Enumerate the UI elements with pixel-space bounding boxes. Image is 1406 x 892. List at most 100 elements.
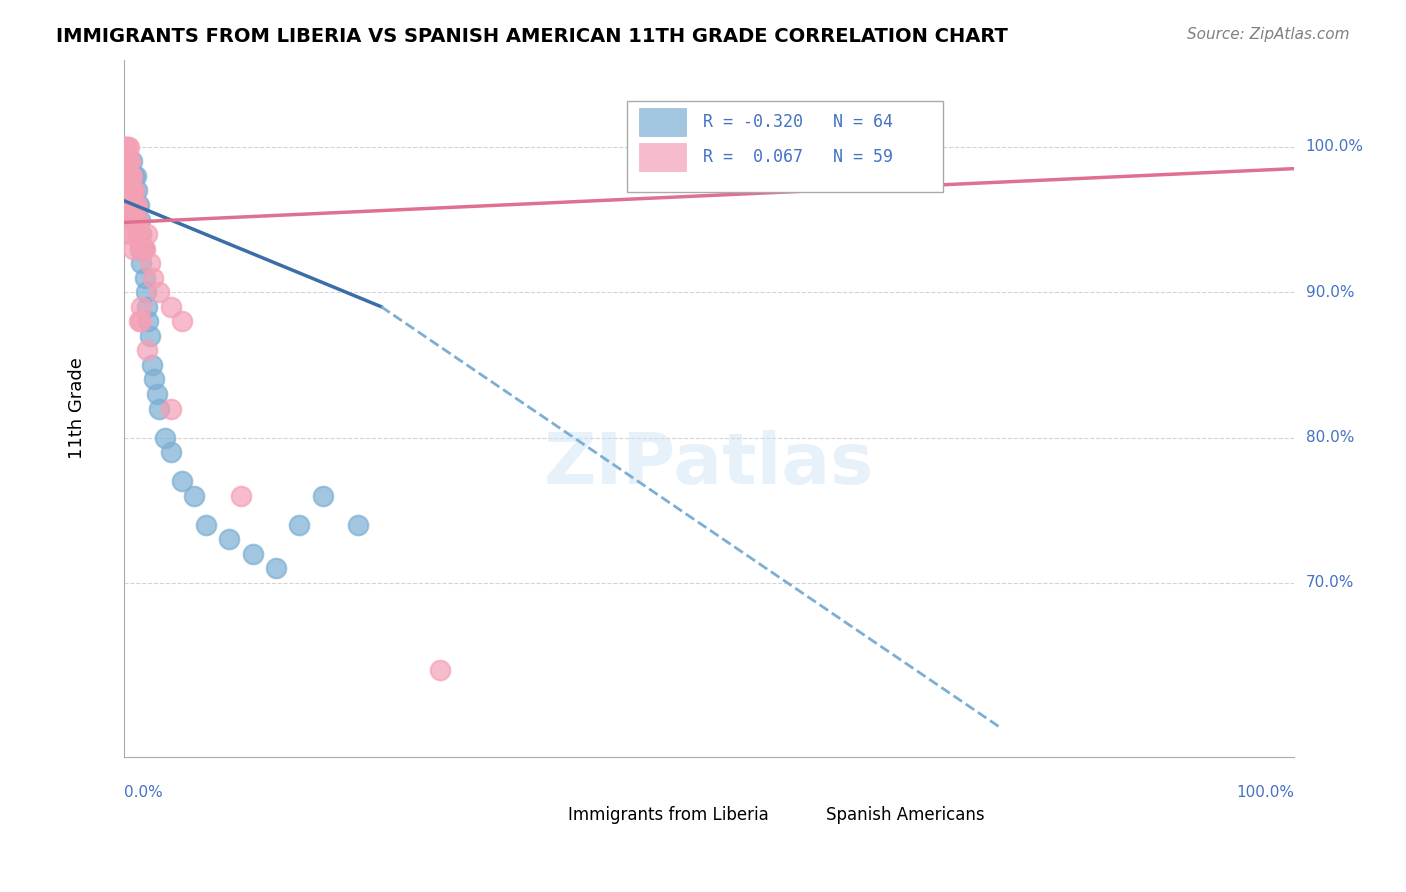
Point [288,517,311,532]
Point [117,169,139,183]
Point [124,183,146,197]
Point [127,198,149,212]
Point [121,198,143,212]
Point [118,169,141,183]
Point [124,212,146,227]
Point [125,183,148,197]
Point [148,401,170,416]
Point [128,314,150,328]
Point [131,242,153,256]
Point [172,474,194,488]
Point [312,489,335,503]
Point [118,169,141,183]
FancyBboxPatch shape [638,144,686,171]
Point [125,212,148,227]
Point [117,198,139,212]
Point [115,183,138,197]
Point [114,154,136,169]
Point [120,227,142,241]
Point [117,183,139,197]
Point [124,169,146,183]
Point [124,169,146,183]
Point [159,445,181,459]
FancyBboxPatch shape [627,102,943,192]
Point [143,372,166,386]
Point [142,270,165,285]
Text: 100.0%: 100.0% [1306,139,1364,154]
Point [121,183,143,197]
Point [138,328,160,343]
Point [117,154,139,169]
Point [121,169,143,183]
Point [115,183,138,197]
Point [128,227,150,241]
Point [124,212,146,227]
Point [122,183,145,197]
Point [136,227,159,241]
Point [134,270,156,285]
Point [117,140,139,154]
Point [120,183,142,197]
Point [122,198,145,212]
Point [125,198,148,212]
Point [114,140,136,154]
Point [117,169,139,183]
Point [264,561,287,575]
Point [218,533,240,547]
FancyBboxPatch shape [510,796,546,817]
FancyBboxPatch shape [638,109,686,136]
Point [117,198,139,212]
FancyBboxPatch shape [779,796,814,817]
Point [121,198,143,212]
Point [117,169,139,183]
Point [132,242,155,256]
Point [347,517,370,532]
Point [122,242,145,256]
Point [121,227,143,241]
Point [117,154,139,169]
Point [124,198,146,212]
Point [136,343,159,358]
Point [118,154,141,169]
Point [118,183,141,197]
Text: Spanish Americans: Spanish Americans [825,806,984,824]
Point [117,154,139,169]
Point [114,154,136,169]
Point [114,169,136,183]
Point [118,198,141,212]
Point [153,431,176,445]
Text: 80.0%: 80.0% [1306,430,1354,445]
Point [134,242,156,256]
Point [117,169,139,183]
Point [131,256,153,270]
Text: IMMIGRANTS FROM LIBERIA VS SPANISH AMERICAN 11TH GRADE CORRELATION CHART: IMMIGRANTS FROM LIBERIA VS SPANISH AMERI… [56,27,1008,45]
Point [127,227,149,241]
Point [115,169,138,183]
Point [429,663,451,677]
Point [115,198,138,212]
Point [138,256,160,270]
Point [115,198,138,212]
Point [124,183,146,197]
Point [117,140,139,154]
Point [124,198,146,212]
Point [194,517,217,532]
Text: 70.0%: 70.0% [1306,575,1354,591]
Point [159,300,181,314]
Point [122,183,145,197]
Point [172,314,194,328]
Point [145,387,167,401]
Point [131,227,153,241]
Point [129,242,152,256]
Point [128,227,150,241]
Text: R = -0.320   N = 64: R = -0.320 N = 64 [703,113,893,131]
Text: 0.0%: 0.0% [124,785,163,800]
Point [120,198,142,212]
Point [131,314,153,328]
Point [115,169,138,183]
Point [131,227,153,241]
Point [159,401,181,416]
Point [117,183,139,197]
Point [148,285,170,300]
Point [129,242,152,256]
